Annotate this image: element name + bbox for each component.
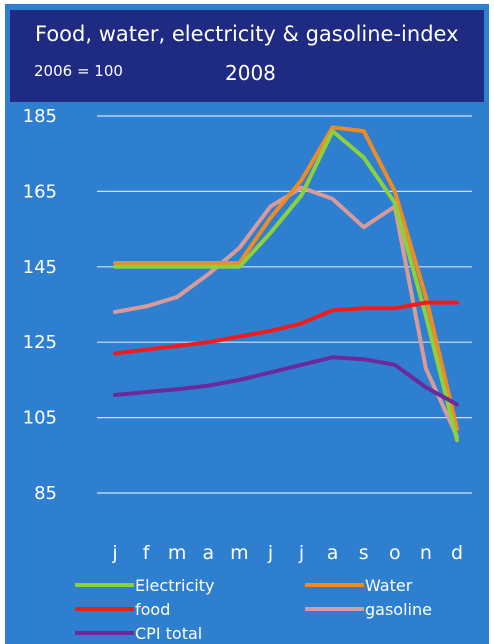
legend-label-electricity: Electricity xyxy=(135,576,214,595)
y-tick-label: 125 xyxy=(23,332,57,353)
x-tick-label: d xyxy=(451,542,463,564)
chart-year: 2008 xyxy=(225,61,276,85)
y-tick-label: 165 xyxy=(23,181,57,202)
series-lines xyxy=(113,125,459,443)
x-tick-label: j xyxy=(267,542,273,564)
series-line-food xyxy=(113,300,459,356)
x-tick-label: a xyxy=(202,542,214,564)
y-tick-label: 185 xyxy=(23,106,57,127)
legend-label-cpi-total: CPI total xyxy=(135,624,202,643)
x-tick-label: f xyxy=(143,542,151,564)
legend-label-gasoline: gasoline xyxy=(365,600,432,619)
x-tick-label: m xyxy=(168,542,187,564)
chart-header: Food, water, electricity & gasoline-inde… xyxy=(10,10,484,102)
series-line-electricity xyxy=(113,129,459,443)
x-tick-label: j xyxy=(111,542,117,564)
chart-background xyxy=(5,4,489,644)
chart-title: Food, water, electricity & gasoline-inde… xyxy=(35,22,459,46)
x-tick-label: n xyxy=(420,542,432,564)
y-tick-label: 105 xyxy=(23,408,57,429)
series-line-water xyxy=(113,125,459,431)
grid-lines xyxy=(97,115,472,494)
legend: Electricity Water food gasoline CPI total xyxy=(75,576,432,643)
baseline-note: 2006 = 100 xyxy=(34,62,123,80)
x-tick-label: m xyxy=(230,542,249,564)
y-tick-label: 145 xyxy=(23,257,57,278)
series-line-cpi-total xyxy=(113,355,459,407)
y-tick-label: 85 xyxy=(34,483,57,504)
x-tick-label: a xyxy=(327,542,339,564)
x-tick-label: j xyxy=(298,542,304,564)
x-tick-label: s xyxy=(359,542,369,564)
legend-label-food: food xyxy=(135,600,170,619)
y-axis-ticks: 85 105 125 145 165 185 xyxy=(23,106,57,504)
legend-label-water: Water xyxy=(365,576,413,595)
x-tick-label: o xyxy=(389,542,401,564)
